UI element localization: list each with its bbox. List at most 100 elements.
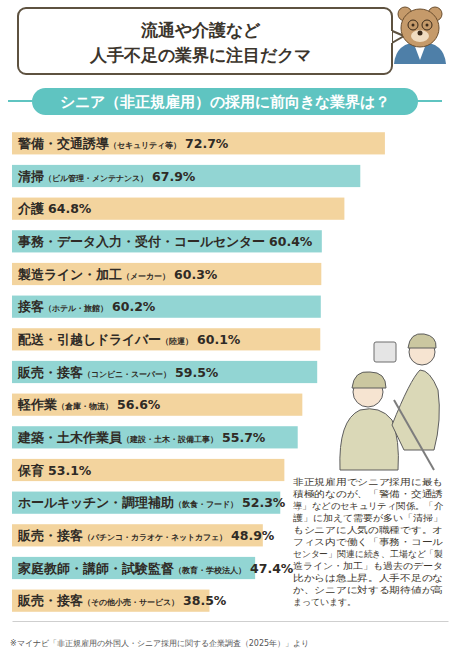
category-sub: （陸運）	[161, 337, 193, 346]
category-sub: （倉庫・物流）	[57, 401, 113, 411]
value-label: 47.4%	[250, 561, 294, 576]
bar	[12, 426, 298, 448]
category-sub: （ビル管理・メンテナンス）	[44, 174, 148, 183]
category-main: 家庭教師・講師・試験監督	[17, 561, 174, 576]
category-main: 販売・接客	[17, 365, 83, 380]
value-label: 60.4%	[269, 234, 313, 249]
category-main: 接客	[17, 299, 44, 314]
bar	[12, 492, 280, 514]
category-sub: （その他小売・サービス）	[83, 598, 179, 607]
bar	[12, 361, 317, 383]
category-main: ホールキッチン・調理補助	[17, 495, 174, 510]
annotation-line: 護」に加えて需要が多い「清掃」	[293, 513, 443, 523]
category-sub: （建設・土木・設備工事）	[122, 435, 218, 444]
category-main: 販売・接客	[17, 593, 83, 608]
bar	[12, 263, 321, 285]
category-label: 事務・データ入力・受付・コールセンター	[17, 234, 265, 249]
category-sub: （ホテル・旅館）	[44, 304, 108, 313]
chart-root: 流通や介護など人手不足の業界に注目だクマシニア（非正規雇用）の採用に前向きな業界…	[0, 0, 450, 657]
value-label: 60.3%	[174, 267, 218, 282]
category-main: 販売・接客	[17, 528, 83, 543]
bear-head	[401, 9, 439, 47]
category-main: 介護	[17, 201, 44, 216]
annotation-line: まっています。	[293, 597, 356, 607]
category-main: 軽作業	[17, 397, 57, 412]
source-note: ※マイナビ「非正規雇用の外国人・シニア採用に関する企業調査（2025年）」より	[10, 639, 309, 648]
value-label: 55.7%	[222, 430, 266, 445]
category-main: 保育	[17, 463, 44, 478]
category-main: 警備・交通誘導	[17, 136, 110, 151]
annotation-line: 比からは急上昇。人手不足のな	[293, 573, 443, 583]
mop	[394, 400, 434, 470]
bar	[12, 296, 321, 318]
bar-labels: 警備・交通誘導（セキュリティ等） 72.7% 清掃（ビル管理・メンテナンス） 67.9…	[17, 136, 313, 608]
bar	[12, 394, 302, 416]
category-label: 介護	[17, 201, 44, 216]
category-label: ホールキッチン・調理補助（飲食・フード）	[17, 495, 238, 510]
annotation-line: 造ライン・加工」も過去のデータ	[293, 561, 443, 571]
value-label: 72.7%	[185, 136, 229, 151]
bar	[12, 328, 320, 350]
value-label: 60.2%	[112, 299, 156, 314]
category-main: 製造ライン・加工	[17, 267, 122, 282]
annotation-line: センター」関連に続き、工場など「製	[293, 549, 443, 559]
value-label: 56.6%	[117, 397, 161, 412]
category-label: 清掃（ビル管理・メンテナンス）	[17, 169, 148, 184]
category-label: 販売・接客（その他小売・サービス）	[17, 593, 179, 608]
annotation-line: 積極的なのが、「警備・交通誘	[293, 489, 443, 499]
bear-glasses	[422, 20, 432, 30]
banner	[32, 88, 418, 115]
bear-muzzle	[411, 30, 429, 42]
worker-cap	[352, 372, 386, 388]
annotation-line: フィス内で働く「事務・コール	[293, 537, 443, 547]
worker-body	[340, 409, 399, 470]
bear-eye	[412, 24, 415, 27]
category-label: 建築・土木作業員（建設・土木・設備工事）	[17, 430, 218, 445]
subtitle: 人手不足の業界に注目だクマ	[89, 45, 311, 65]
annotation-line: 導」などのセキュリティ関係。「介	[293, 501, 443, 511]
speech-joint	[388, 31, 392, 43]
value-label: 67.9%	[152, 169, 196, 184]
annotation-line: 非正規雇用でシニア採用に最も	[293, 477, 443, 487]
bear-eye	[426, 24, 429, 27]
category-label: 家庭教師・講師・試験監督（教育・学校法人）	[17, 561, 246, 576]
category-sub: （セキュリティ等）	[109, 141, 181, 150]
value-label: 59.5%	[175, 365, 219, 380]
bear-illustration	[394, 7, 446, 64]
category-label: 保育	[17, 463, 44, 478]
category-sub: （パチンコ・カラオケ・ネットカフェ）	[83, 533, 227, 542]
category-sub: （メーカー）	[122, 272, 170, 281]
bar	[12, 230, 322, 252]
bar	[12, 557, 255, 579]
x-axis	[13, 621, 449, 622]
category-label: 販売・接客（パチンコ・カラオケ・ネットカフェ）	[17, 528, 227, 543]
bear-nose	[418, 31, 423, 36]
category-label: 販売・接客（コンビニ・スーパー）	[17, 365, 171, 380]
subtitle: 流通や介護など	[140, 20, 261, 40]
category-sub: （コンビニ・スーパー）	[83, 370, 171, 379]
bar	[12, 198, 344, 220]
category-label: 軽作業（倉庫・物流）	[17, 397, 113, 412]
annotation-line: もシニアに人気の職種です。オ	[293, 525, 443, 535]
speech-box	[18, 8, 392, 74]
bar	[12, 590, 209, 612]
category-label: 配送・引越しドライバー（陸運）	[18, 332, 193, 347]
bucket	[374, 342, 396, 362]
value-label: 64.8%	[48, 201, 92, 216]
category-main: 事務・データ入力・受付・コールセンター	[17, 234, 265, 249]
category-label: 製造ライン・加工（メーカー）	[17, 267, 170, 282]
bar	[12, 165, 360, 187]
bear-glasses	[408, 20, 418, 30]
value-label: 53.1%	[48, 463, 92, 478]
bar	[12, 132, 385, 154]
category-sub: （飲食・フード）	[174, 500, 238, 509]
category-label: 警備・交通誘導（セキュリティ等）	[17, 136, 181, 151]
category-sub: （教育・学校法人）	[174, 565, 246, 575]
value-label: 48.9%	[231, 528, 275, 543]
bar	[12, 459, 284, 481]
axis-line	[13, 621, 449, 622]
title: シニア（非正規雇用）の採用に前向きな業界は？	[60, 93, 390, 111]
annotation: 非正規雇用でシニア採用に最も積極的なのが、「警備・交通誘導」などのセキュリティ関…	[293, 477, 443, 607]
category-main: 配送・引越しドライバー	[18, 332, 161, 347]
workers-illustration	[340, 334, 440, 470]
